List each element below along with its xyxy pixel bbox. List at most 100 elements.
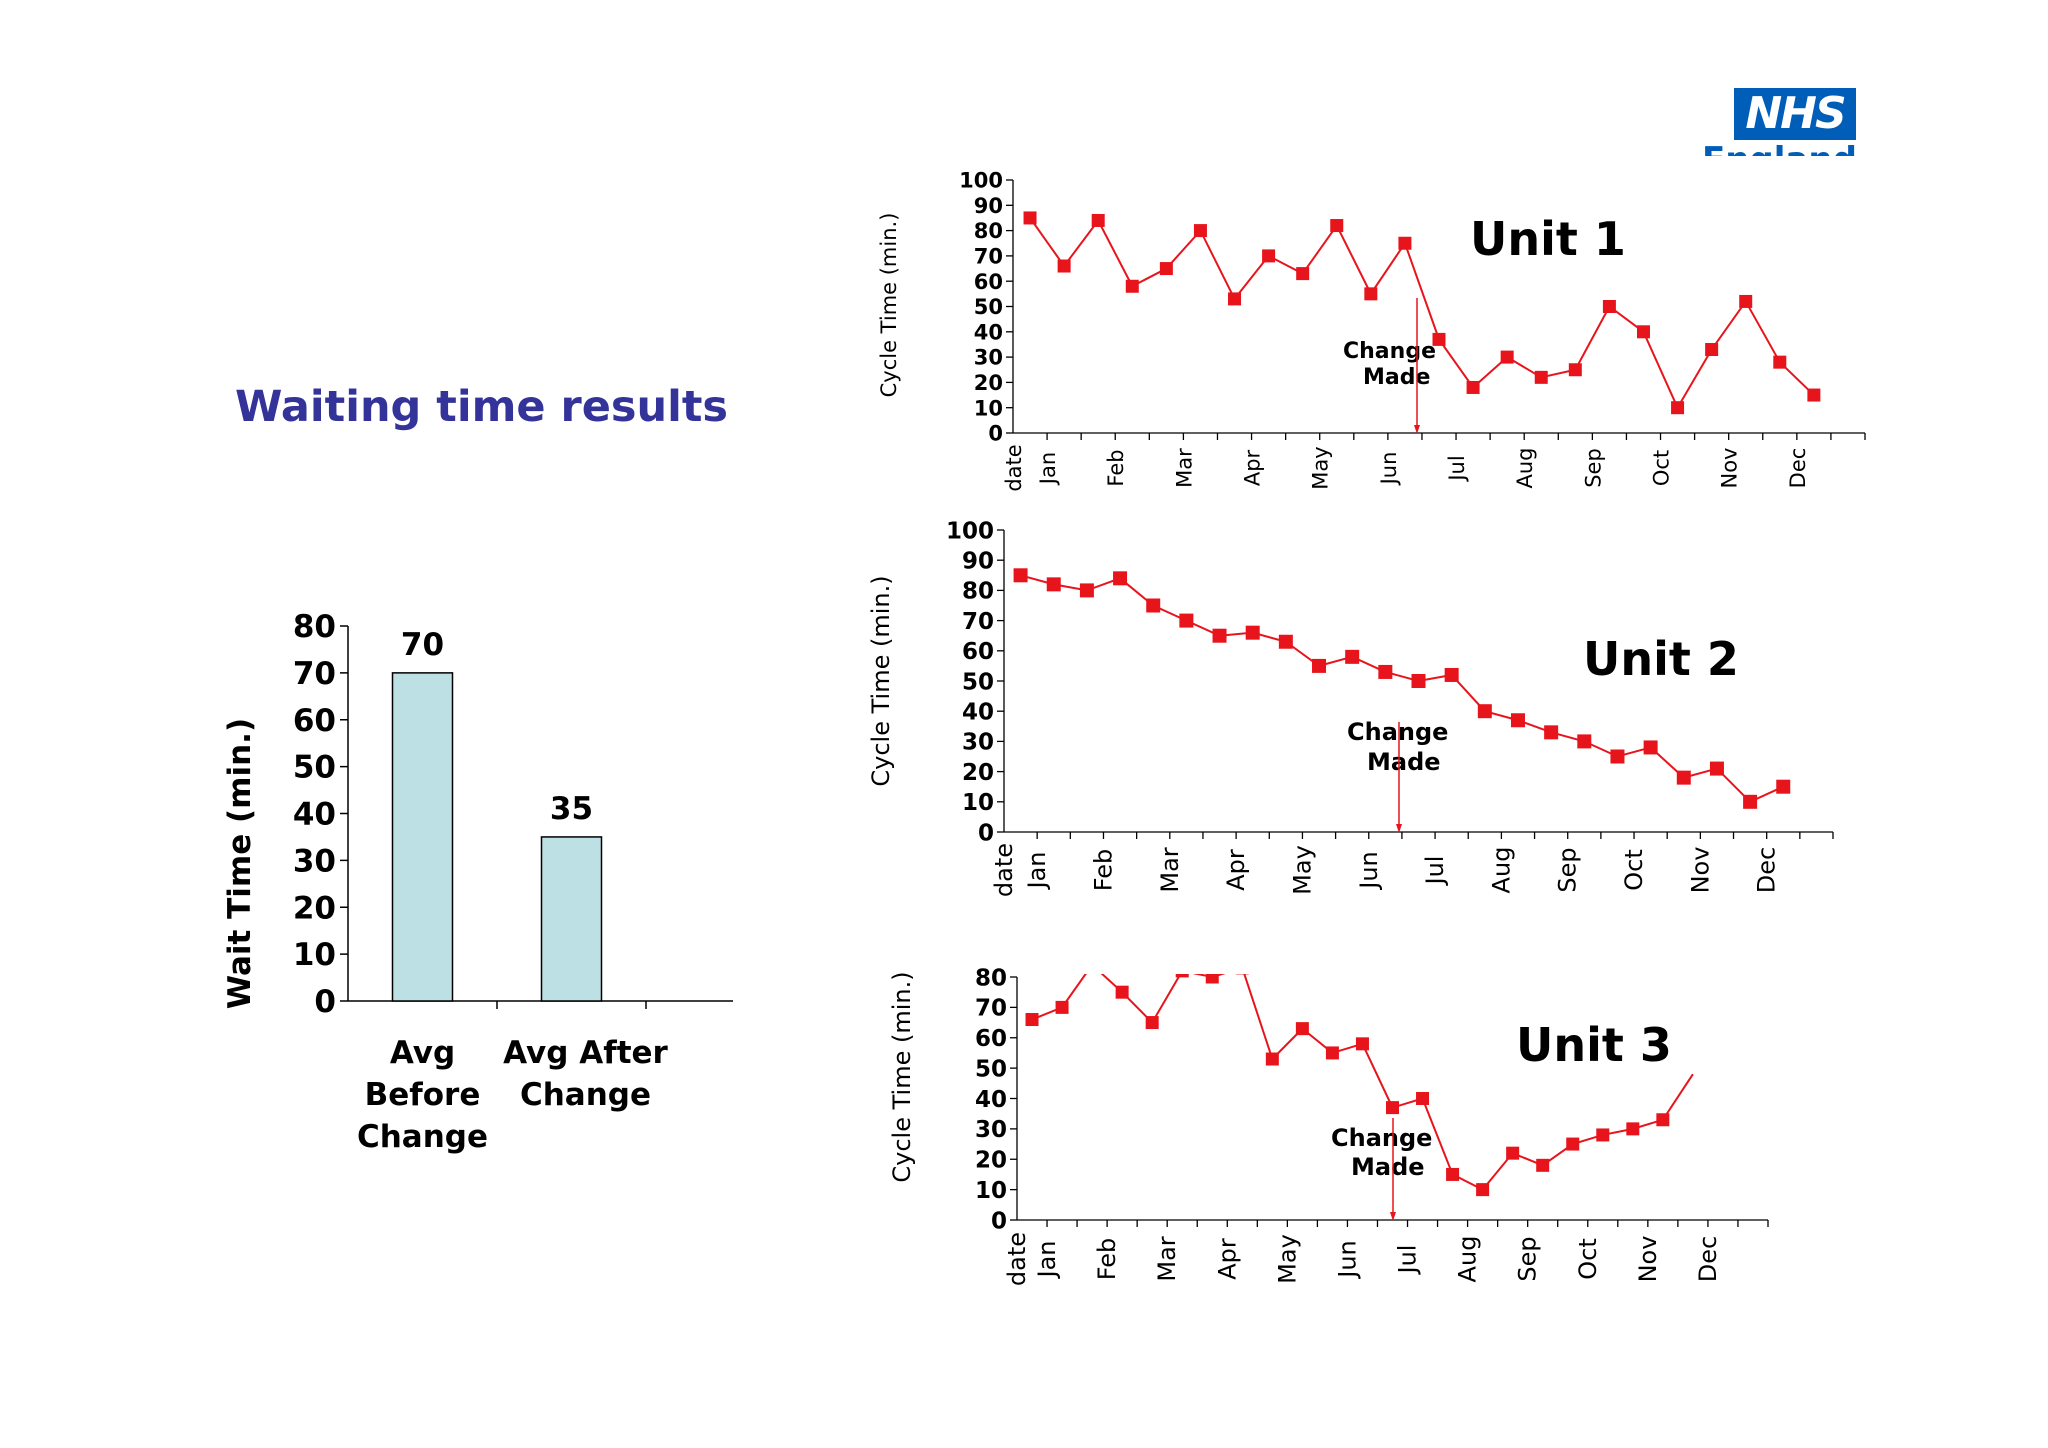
data-point: [1245, 625, 1260, 640]
data-point: [1534, 370, 1548, 384]
bar-category-label: Avg: [390, 1035, 455, 1071]
data-point: [1476, 1183, 1490, 1197]
x-tick-label: Apr: [1213, 1238, 1241, 1280]
data-point: [1023, 211, 1037, 225]
x-tick-label: Mar: [1153, 1236, 1181, 1281]
x-tick-label: Nov: [1634, 1236, 1662, 1283]
data-point: [1536, 1158, 1550, 1172]
x-tick-label: Jan: [1033, 1241, 1061, 1280]
data-point: [1705, 343, 1719, 357]
y-axis-label: Cycle Time (min.): [877, 213, 901, 398]
x-tick-label: Mar: [1172, 448, 1196, 488]
bar-y-axis-label: Wait Time (min.): [222, 718, 258, 1009]
y-tick-label: 90: [962, 548, 994, 574]
bar-y-tick-label: 10: [293, 937, 336, 973]
bar-category-label: Change: [520, 1077, 651, 1113]
bar-y-tick-label: 50: [293, 750, 336, 786]
x-tick-label: Jan: [1036, 452, 1060, 486]
bar: [540, 836, 603, 1002]
bar-data-label: 35: [550, 791, 593, 827]
x-tick-label: Mar: [1156, 847, 1184, 892]
annotation-arrow-head: [1390, 1212, 1396, 1221]
data-point: [1544, 725, 1559, 740]
line-chart-2: 0 10 20 30 40 50 60 70 80 90 100 date Jan Feb Mar Apr Ma…: [867, 518, 1834, 897]
data-point: [1057, 259, 1071, 273]
x-tick-label: May: [1273, 1234, 1301, 1284]
data-point: [1596, 1128, 1610, 1142]
data-point: [1444, 667, 1459, 682]
bar-y-tick-label: 30: [293, 843, 336, 879]
y-tick-label: 60: [974, 270, 1003, 294]
data-point: [1091, 213, 1105, 227]
x-tick-label: Aug: [1454, 1236, 1482, 1283]
x-tick-label: Apr: [1222, 849, 1250, 891]
data-point: [1312, 658, 1327, 673]
data-point: [1446, 1167, 1460, 1181]
x-tick-label: Jun: [1333, 1240, 1361, 1280]
data-point: [1025, 1013, 1039, 1027]
data-point: [1330, 219, 1344, 233]
y-tick-label: 30: [975, 1117, 1007, 1143]
data-point: [1212, 628, 1227, 643]
data-point: [1602, 300, 1616, 313]
data-point: [1325, 1046, 1339, 1060]
x-tick-label: Jul: [1421, 856, 1449, 887]
y-tick-label: 40: [974, 320, 1003, 344]
data-point: [1205, 974, 1219, 984]
data-point: [1566, 1137, 1580, 1151]
y-tick-label: 80: [962, 579, 994, 605]
data-point: [1115, 985, 1129, 999]
x-tick-label: Feb: [1104, 449, 1128, 486]
x-tick-label: Nov: [1686, 847, 1714, 894]
data-point: [1510, 713, 1525, 728]
data-point: [1378, 664, 1393, 679]
x-tick-label: date: [990, 843, 1018, 897]
data-point: [1411, 674, 1426, 688]
y-tick-label: 80: [975, 965, 1007, 991]
data-point: [1179, 613, 1194, 628]
data-point: [1568, 363, 1582, 377]
data-point: [1432, 332, 1446, 346]
x-tick-label: Aug: [1513, 447, 1537, 488]
plot-area: [1025, 974, 1694, 1197]
y-tick-label: 30: [974, 346, 1003, 370]
annotation-label: Made: [1363, 365, 1430, 390]
data-point: [1055, 1000, 1069, 1014]
chart-title: Unit 2: [1583, 632, 1739, 686]
data-point: [1364, 287, 1378, 301]
data-point: [1773, 355, 1787, 369]
x-tick-label: Feb: [1093, 1238, 1121, 1281]
line-chart-3: 0 10 20 30 40 50 60 70 80 date Jan Feb Mar Apr May Jun J…: [888, 965, 1769, 1286]
y-tick-label: 90: [974, 194, 1003, 218]
bar-category-label: Before: [365, 1077, 481, 1113]
y-tick-label: 50: [962, 669, 994, 695]
bar-y-tick-label: 60: [293, 703, 336, 739]
x-tick-label: May: [1288, 845, 1316, 895]
annotation-label: Change: [1331, 1124, 1432, 1152]
annotation-label: Change: [1347, 718, 1448, 746]
y-tick-label: 70: [962, 609, 994, 635]
annotation-arrow-head: [1414, 425, 1420, 434]
data-point: [1477, 704, 1492, 719]
data-point: [1636, 325, 1650, 339]
data-point: [1739, 294, 1753, 308]
x-tick-label: Dec: [1753, 847, 1781, 893]
x-tick-label: Oct: [1574, 1238, 1602, 1280]
y-tick-label: 100: [959, 169, 1003, 193]
y-tick-label: 80: [974, 219, 1003, 243]
nhs-england-logo: England NHS: [1702, 84, 1862, 156]
data-point: [1345, 649, 1360, 664]
data-point: [1807, 388, 1821, 402]
y-tick-label: 0: [991, 1208, 1007, 1234]
x-tick-label: Sep: [1514, 1236, 1542, 1281]
data-point: [1656, 1113, 1670, 1127]
data-point: [1500, 350, 1514, 364]
y-tick-label: 40: [962, 699, 994, 725]
bar: [391, 672, 454, 1002]
x-tick-label: Apr: [1241, 449, 1265, 486]
bar-y-tick-label: 0: [314, 984, 336, 1020]
data-point: [1175, 974, 1189, 978]
data-point: [1228, 292, 1242, 306]
